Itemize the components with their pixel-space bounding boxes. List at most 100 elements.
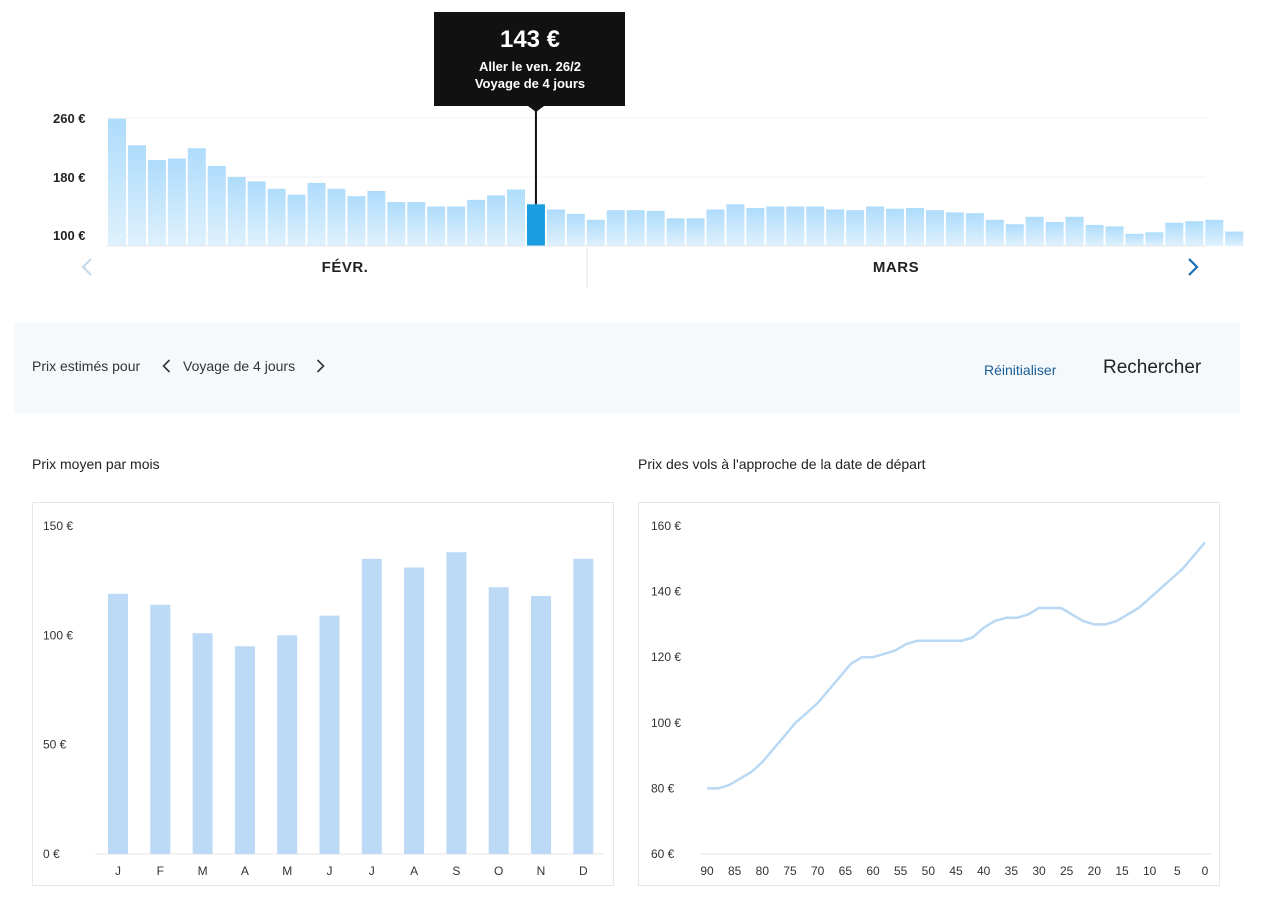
daily-bar[interactable] [945,212,964,246]
daily-bar[interactable] [646,210,665,246]
daily-bar[interactable] [1065,216,1084,246]
daily-bar[interactable] [965,213,984,246]
daily-bar[interactable] [786,206,805,247]
prev-month-button[interactable] [72,252,102,282]
daily-bar[interactable] [247,181,266,246]
daily-bar[interactable] [606,210,625,246]
daily-bar[interactable] [1185,221,1204,246]
daily-bar[interactable] [706,209,725,246]
approach-x-tick: 30 [1032,864,1046,878]
daily-bar[interactable] [127,145,146,246]
monthly-bar[interactable] [404,567,425,854]
approach-x-tick: 85 [728,864,742,878]
monthly-bar[interactable] [488,587,509,854]
daily-bar[interactable] [726,204,745,246]
monthly-bar[interactable] [277,635,298,854]
daily-bar[interactable] [1125,233,1144,246]
daily-bar[interactable] [187,148,206,246]
monthly-y-tick: 150 € [43,519,73,533]
daily-bar[interactable] [287,194,306,246]
tooltip-trip: Voyage de 4 jours [475,76,585,91]
daily-bar[interactable] [1225,231,1244,246]
daily-bar[interactable] [626,210,645,246]
daily-bar[interactable] [985,219,1004,246]
daily-bar[interactable] [766,206,785,247]
monthly-bar[interactable] [446,552,467,854]
approach-x-tick: 45 [949,864,963,878]
monthly-bar[interactable] [234,646,255,854]
reset-link[interactable]: Réinitialiser [984,362,1057,378]
daily-bar[interactable] [507,189,525,246]
daily-bar[interactable] [1165,222,1184,246]
search-button[interactable]: Rechercher [1103,357,1202,378]
daily-bar-selected[interactable] [526,204,545,246]
monthly-x-tick: S [452,864,460,878]
daily-bar[interactable] [407,202,426,246]
daily-bar[interactable] [686,218,705,246]
y-tick-100: 100 € [53,228,86,243]
monthly-bar[interactable] [108,593,128,854]
daily-bar[interactable] [886,208,905,246]
monthly-bar[interactable] [531,595,551,854]
daily-bar[interactable] [487,195,506,246]
approach-x-tick: 0 [1202,864,1209,878]
daily-bar[interactable] [307,182,326,246]
approach-y-tick: 80 € [651,781,675,795]
approach-x-tick: 20 [1088,864,1102,878]
daily-bar[interactable] [866,206,885,247]
daily-bar[interactable] [746,207,765,246]
daily-bar[interactable] [906,207,924,246]
daily-bar[interactable] [546,209,565,246]
daily-bar[interactable] [347,196,366,246]
daily-bar[interactable] [467,199,486,246]
trip-length-label: Voyage de 4 jours [183,358,296,374]
approach-y-tick: 100 € [651,716,681,730]
trip-length-prev-button[interactable] [158,356,174,376]
monthly-bar[interactable] [192,633,213,854]
daily-price-chart: 260 € 180 € 100 € FÉVR. MARS 143 € Aller… [53,12,1244,288]
daily-bar[interactable] [108,118,126,246]
approach-x-tick: 35 [1005,864,1019,878]
approach-chart-title: Prix des vols à l'approche de la date de… [638,456,926,472]
next-month-button[interactable] [1178,252,1208,282]
monthly-y-tick: 50 € [43,738,67,752]
chevron-left-icon [161,359,170,373]
daily-bar[interactable] [925,210,944,246]
daily-bar[interactable] [387,202,406,246]
monthly-y-tick: 0 € [43,847,60,861]
monthly-x-tick: M [282,864,292,878]
daily-bar[interactable] [1145,232,1164,246]
daily-bar[interactable] [1105,226,1124,246]
approach-x-tick: 25 [1060,864,1074,878]
daily-bar[interactable] [586,219,605,246]
daily-bar[interactable] [1085,224,1104,246]
monthly-bar[interactable] [150,604,171,854]
daily-bar[interactable] [1005,224,1024,246]
daily-bar[interactable] [666,218,685,246]
daily-bar[interactable] [167,158,186,246]
monthly-chart-title: Prix moyen par mois [32,456,160,472]
daily-bar[interactable] [227,177,246,246]
trip-length-next-button[interactable] [312,356,328,376]
daily-bar[interactable] [1205,219,1224,246]
daily-bar[interactable] [566,213,585,247]
daily-bar[interactable] [147,160,166,246]
monthly-bar[interactable] [361,558,382,854]
daily-bar[interactable] [1025,216,1044,246]
monthly-bar[interactable] [573,558,594,854]
approach-x-tick: 55 [894,864,908,878]
daily-bar[interactable] [427,206,446,247]
daily-bar[interactable] [447,206,466,247]
daily-bar[interactable] [1045,221,1064,246]
daily-bar[interactable] [806,206,825,247]
daily-bar[interactable] [826,209,845,246]
daily-bar[interactable] [846,210,865,246]
daily-bar[interactable] [367,191,386,246]
daily-bar[interactable] [327,188,346,246]
monthly-bar[interactable] [319,615,340,854]
monthly-x-tick: J [327,864,333,878]
daily-bars[interactable] [108,118,1244,247]
daily-bar[interactable] [267,188,286,246]
monthly-x-tick: N [537,864,546,878]
daily-bar[interactable] [207,165,226,246]
